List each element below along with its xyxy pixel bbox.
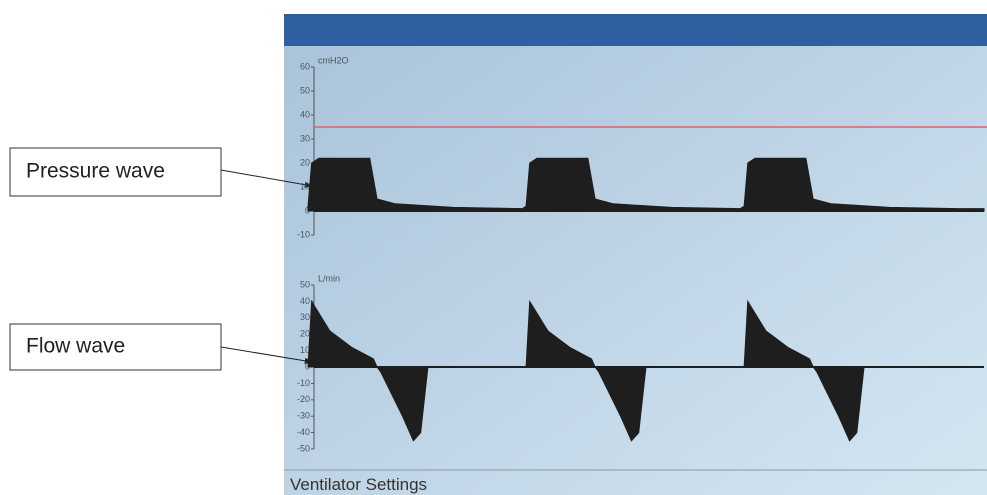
axis-unit: cmH2O bbox=[318, 55, 349, 65]
callout-label: Pressure wave bbox=[26, 160, 165, 183]
y-tick-label: -10 bbox=[297, 229, 310, 239]
callout-label: Flow wave bbox=[26, 335, 125, 358]
y-tick-label: -20 bbox=[297, 394, 310, 404]
page: Ventilator Settings Pressure wave Flow w… bbox=[0, 0, 987, 495]
y-tick-label: 20 bbox=[300, 329, 310, 339]
y-tick-label: -40 bbox=[297, 427, 310, 437]
y-tick-label: 50 bbox=[300, 279, 310, 289]
axis-unit: L/min bbox=[318, 273, 340, 283]
y-tick-label: -30 bbox=[297, 411, 310, 421]
figure: Ventilator Settings Pressure wave Flow w… bbox=[0, 0, 987, 495]
title-bar bbox=[284, 14, 987, 46]
y-tick-label: 30 bbox=[300, 133, 310, 143]
footer-label: Ventilator Settings bbox=[290, 475, 427, 494]
y-tick-label: 30 bbox=[300, 312, 310, 322]
y-tick-label: -50 bbox=[297, 443, 310, 453]
y-tick-label: 40 bbox=[300, 296, 310, 306]
y-tick-label: 40 bbox=[300, 109, 310, 119]
y-tick-label: 20 bbox=[300, 157, 310, 167]
y-tick-label: 50 bbox=[300, 85, 310, 95]
y-tick-label: 60 bbox=[300, 61, 310, 71]
y-tick-label: -10 bbox=[297, 378, 310, 388]
y-tick-label: 10 bbox=[300, 181, 310, 191]
